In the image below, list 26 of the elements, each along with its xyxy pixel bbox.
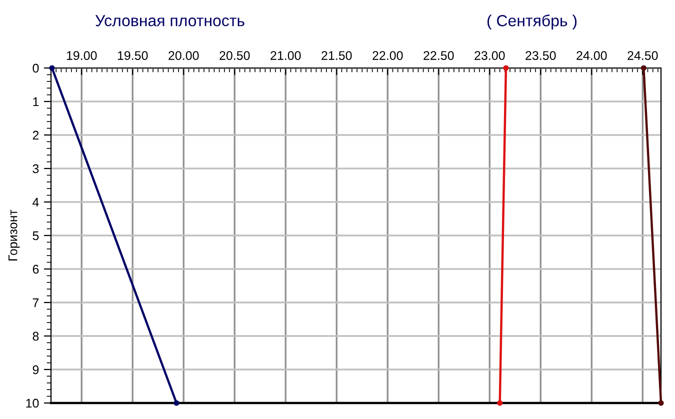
x-tick-label: 24.50	[628, 51, 658, 60]
x-tick-label: 24.00	[576, 51, 607, 60]
y-tick-label: 0	[32, 64, 39, 73]
x-tick-label: 22.50	[424, 51, 454, 60]
x-tick-label: 23.00	[474, 51, 505, 60]
y-tick-label: 10	[26, 398, 39, 408]
x-tick-label: 19.00	[66, 51, 97, 60]
x-tick-label: 20.00	[168, 51, 199, 60]
x-tick-label: 23.50	[526, 51, 556, 60]
y-tick-label: 2	[32, 130, 39, 140]
y-tick-label: 1	[33, 97, 39, 106]
y-axis-title: Горизонт	[8, 210, 20, 260]
y-tick-label: 4	[32, 198, 39, 207]
y-tick-label: 3	[32, 164, 39, 174]
chart-subtitle: ( Сентябрь )	[487, 14, 577, 30]
x-tick-label: 22.00	[372, 51, 403, 60]
y-tick-label: 5	[32, 231, 39, 240]
chart-title: Условная плотность	[95, 15, 244, 26]
y-tick-label: 9	[32, 365, 39, 374]
y-tick-label: 7	[32, 298, 39, 308]
x-tick-label: 19.50	[118, 51, 148, 60]
y-tick-label: 8	[32, 332, 39, 341]
x-tick-label: 21.00	[270, 51, 301, 60]
y-tick-label: 6	[32, 264, 39, 274]
x-tick-label: 20.50	[220, 51, 250, 60]
x-tick-label: 21.50	[322, 51, 352, 60]
